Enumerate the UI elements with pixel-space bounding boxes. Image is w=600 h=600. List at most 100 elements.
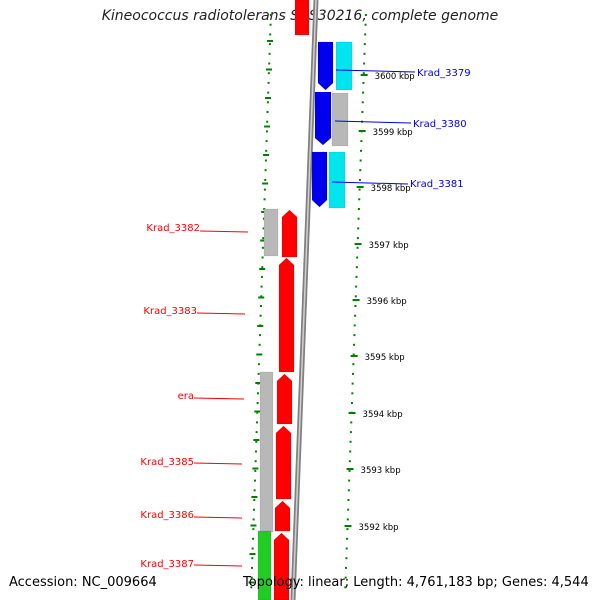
axis-dot xyxy=(254,460,257,463)
axis-dot xyxy=(266,101,269,104)
axis-dot xyxy=(353,343,356,346)
ruler-tick-label: 3598 kbp xyxy=(371,184,411,194)
axis-dot xyxy=(255,431,258,434)
axis-dot xyxy=(360,140,363,143)
axis-dot xyxy=(354,314,357,317)
forward-gene-block xyxy=(276,373,293,425)
gene-label[interactable]: Krad_3383 xyxy=(143,306,197,317)
axis-dot xyxy=(347,489,350,492)
axis-dash xyxy=(262,182,269,185)
axis-dash xyxy=(263,154,270,156)
forward-gene-block xyxy=(278,257,295,373)
axis-dash xyxy=(260,239,267,242)
gene-label[interactable]: Krad_3382 xyxy=(146,223,200,234)
axis-dot xyxy=(266,111,269,113)
axis-dot xyxy=(355,285,358,288)
axis-dot xyxy=(269,23,272,26)
axis-dot xyxy=(258,334,261,337)
ruler-tick-label: 3597 kbp xyxy=(369,241,409,251)
ruler-tick-label: 3593 kbp xyxy=(361,466,401,476)
axis-dot xyxy=(352,363,355,366)
axis-major-tick xyxy=(356,186,364,188)
reverse-gene-block xyxy=(317,41,334,91)
gene-label[interactable]: Krad_3379 xyxy=(417,68,471,79)
axis-dot xyxy=(257,372,260,375)
genome-backbone xyxy=(290,0,319,600)
axis-dot xyxy=(344,576,347,579)
axis-dot xyxy=(361,111,364,113)
axis-major-tick xyxy=(346,468,354,470)
axis-dot xyxy=(251,537,254,540)
axis-dash xyxy=(248,581,255,584)
axis-dot xyxy=(260,275,263,278)
axis-dot xyxy=(260,285,263,288)
axis-dot xyxy=(253,479,256,482)
axis-dot xyxy=(258,343,261,346)
axis-dot xyxy=(264,178,267,181)
axis-dot xyxy=(354,295,357,298)
accession-text: Accession: NC_009664 xyxy=(9,575,157,590)
gene-label[interactable]: Krad_3380 xyxy=(413,119,467,130)
axis-major-tick xyxy=(360,74,368,76)
axis-major-tick xyxy=(344,525,352,527)
axis-dot xyxy=(353,334,356,337)
axis-dot xyxy=(351,392,354,395)
axis-dot xyxy=(265,149,268,152)
axis-dot xyxy=(357,227,360,230)
axis-dot xyxy=(264,169,267,172)
gene-label[interactable]: Krad_3385 xyxy=(140,457,194,468)
axis-dot xyxy=(252,508,255,511)
gray-feature-block xyxy=(259,371,274,533)
axis-dot xyxy=(351,382,354,385)
forward-gene-block xyxy=(275,425,292,500)
right-axis xyxy=(344,14,368,589)
axis-dot xyxy=(364,33,367,36)
axis-dot xyxy=(364,23,367,26)
axis-dot xyxy=(254,450,257,453)
axis-dot xyxy=(364,14,367,16)
gene-label[interactable]: Krad_3386 xyxy=(140,510,194,521)
axis-major-tick xyxy=(352,299,360,301)
gene-leader-line xyxy=(335,69,416,73)
axis-dot xyxy=(264,159,267,162)
axis-dot xyxy=(349,450,352,453)
axis-dot xyxy=(252,518,255,521)
axis-dash xyxy=(264,125,271,128)
axis-dot xyxy=(253,499,256,501)
axis-dot xyxy=(355,266,358,269)
axis-dot xyxy=(361,101,364,104)
axis-dot xyxy=(353,324,356,327)
axis-dot xyxy=(255,421,258,424)
gene-label[interactable]: Krad_3381 xyxy=(410,179,464,190)
axis-dot xyxy=(359,169,362,172)
axis-dot xyxy=(357,217,360,220)
axis-dot xyxy=(269,33,272,36)
gene-label[interactable]: era xyxy=(178,391,194,402)
axis-dot xyxy=(262,227,265,230)
axis-dot xyxy=(259,305,262,307)
axis-dash xyxy=(258,296,265,299)
axis-dot xyxy=(345,566,348,569)
axis-dot xyxy=(261,266,264,269)
gene-leader-line xyxy=(193,516,243,519)
axis-dot xyxy=(256,402,259,404)
gene-leader-line xyxy=(193,462,243,465)
axis-dot xyxy=(268,62,271,65)
axis-dot xyxy=(352,353,355,356)
axis-dot xyxy=(267,81,270,84)
axis-dot xyxy=(261,246,264,249)
gene-label[interactable]: Krad_3387 xyxy=(140,559,194,570)
gene-leader-line xyxy=(331,181,409,185)
axis-dash xyxy=(252,467,259,470)
axis-dot xyxy=(363,52,366,55)
axis-dot xyxy=(269,14,272,16)
axis-dot xyxy=(262,237,265,240)
axis-dash xyxy=(250,524,257,527)
cyan-feature-block xyxy=(328,151,346,209)
axis-dash xyxy=(266,68,273,71)
gene-leader-line xyxy=(199,230,249,233)
ruler-tick-label: 3595 kbp xyxy=(365,353,405,363)
ruler-tick-label: 3592 kbp xyxy=(359,523,399,533)
reverse-gene-block xyxy=(311,151,328,208)
